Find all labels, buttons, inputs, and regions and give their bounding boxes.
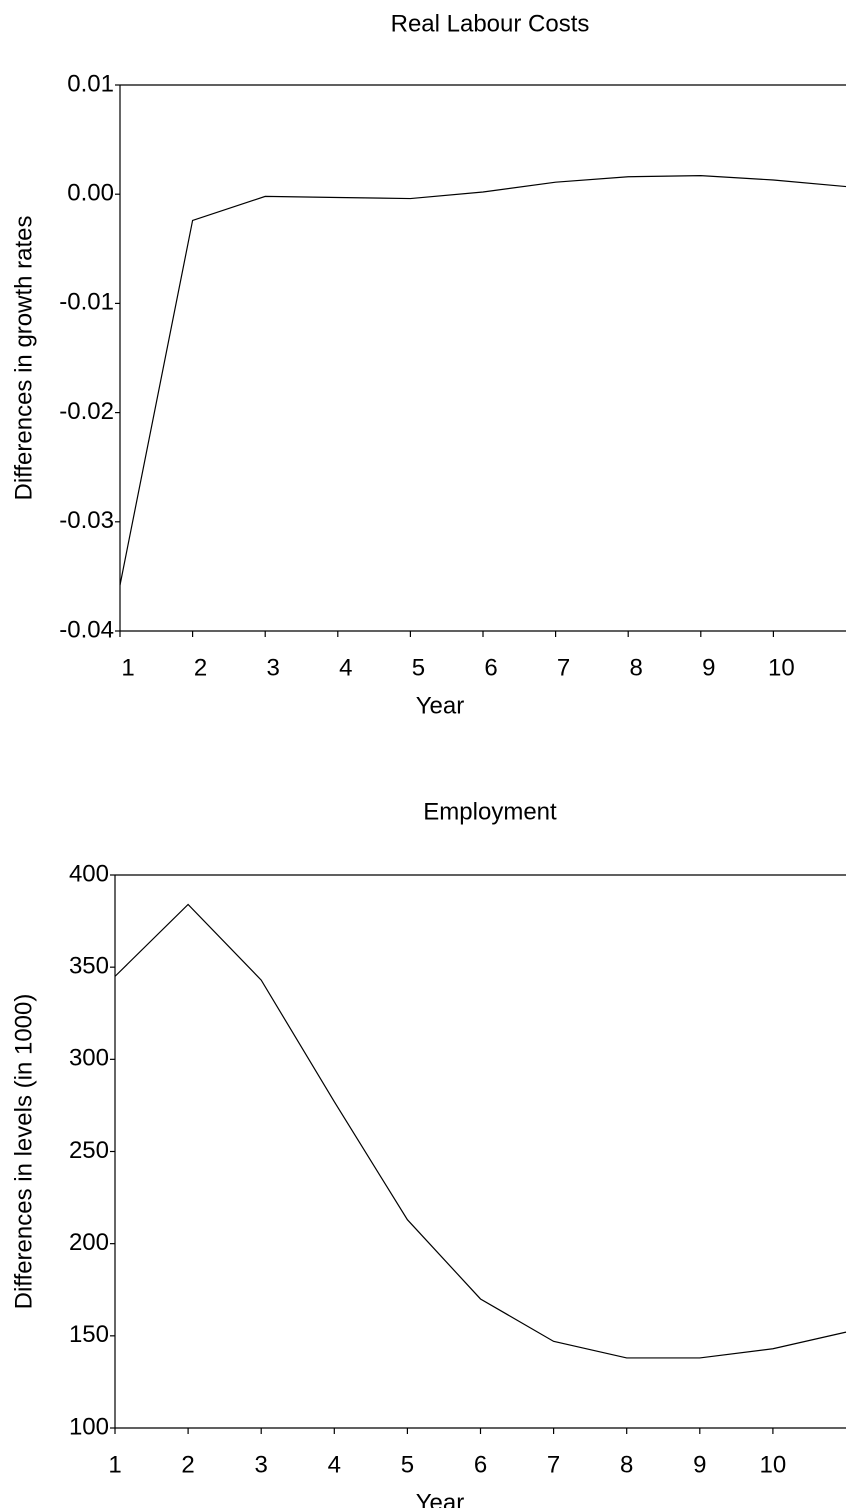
chart-title: Real Labour Costs (391, 10, 590, 37)
x-tick-label: 7 (557, 654, 570, 681)
y-tick-label: 0.00 (67, 180, 114, 207)
x-tick-label: 1 (108, 1451, 121, 1478)
x-tick-label: 4 (328, 1451, 341, 1478)
data-line (119, 175, 847, 586)
y-axis-label: Differences in growth rates (10, 215, 37, 500)
x-tick-label: 3 (255, 1451, 268, 1478)
x-tick-label: 8 (620, 1451, 633, 1478)
x-axis-label: Year (416, 692, 465, 719)
x-axis-label: Year (416, 1489, 465, 1508)
y-tick-label: -0.02 (59, 398, 114, 425)
x-tick-label: 10 (760, 1451, 787, 1478)
data-line (114, 903, 847, 1359)
y-tick-label: 250 (69, 1137, 109, 1164)
x-tick-label: 5 (412, 654, 425, 681)
y-tick-label: 400 (69, 860, 109, 887)
x-tick-label: 5 (401, 1451, 414, 1478)
x-tick-label: 3 (267, 654, 280, 681)
x-tick-label: 2 (194, 654, 207, 681)
y-tick-label: -0.04 (59, 616, 114, 643)
x-tick-label: 9 (693, 1451, 706, 1478)
x-tick-label: 7 (547, 1451, 560, 1478)
x-tick-label: 8 (630, 654, 643, 681)
chart-title: Employment (423, 798, 557, 825)
x-tick-label: 6 (474, 1451, 487, 1478)
x-tick-label: 2 (181, 1451, 194, 1478)
y-tick-label: 300 (69, 1045, 109, 1072)
y-tick-label: 0.01 (67, 70, 114, 97)
y-tick-label: 150 (69, 1321, 109, 1348)
y-tick-label: 200 (69, 1229, 109, 1256)
x-tick-label: 4 (339, 654, 352, 681)
y-tick-label: 100 (69, 1413, 109, 1440)
x-tick-label: 1 (121, 654, 134, 681)
y-tick-label: -0.01 (59, 289, 114, 316)
y-tick-label: -0.03 (59, 507, 114, 534)
y-axis-label: Differences in levels (in 1000) (10, 994, 37, 1310)
x-tick-label: 6 (484, 654, 497, 681)
y-tick-label: 350 (69, 953, 109, 980)
x-tick-label: 10 (768, 654, 795, 681)
x-tick-label: 9 (702, 654, 715, 681)
